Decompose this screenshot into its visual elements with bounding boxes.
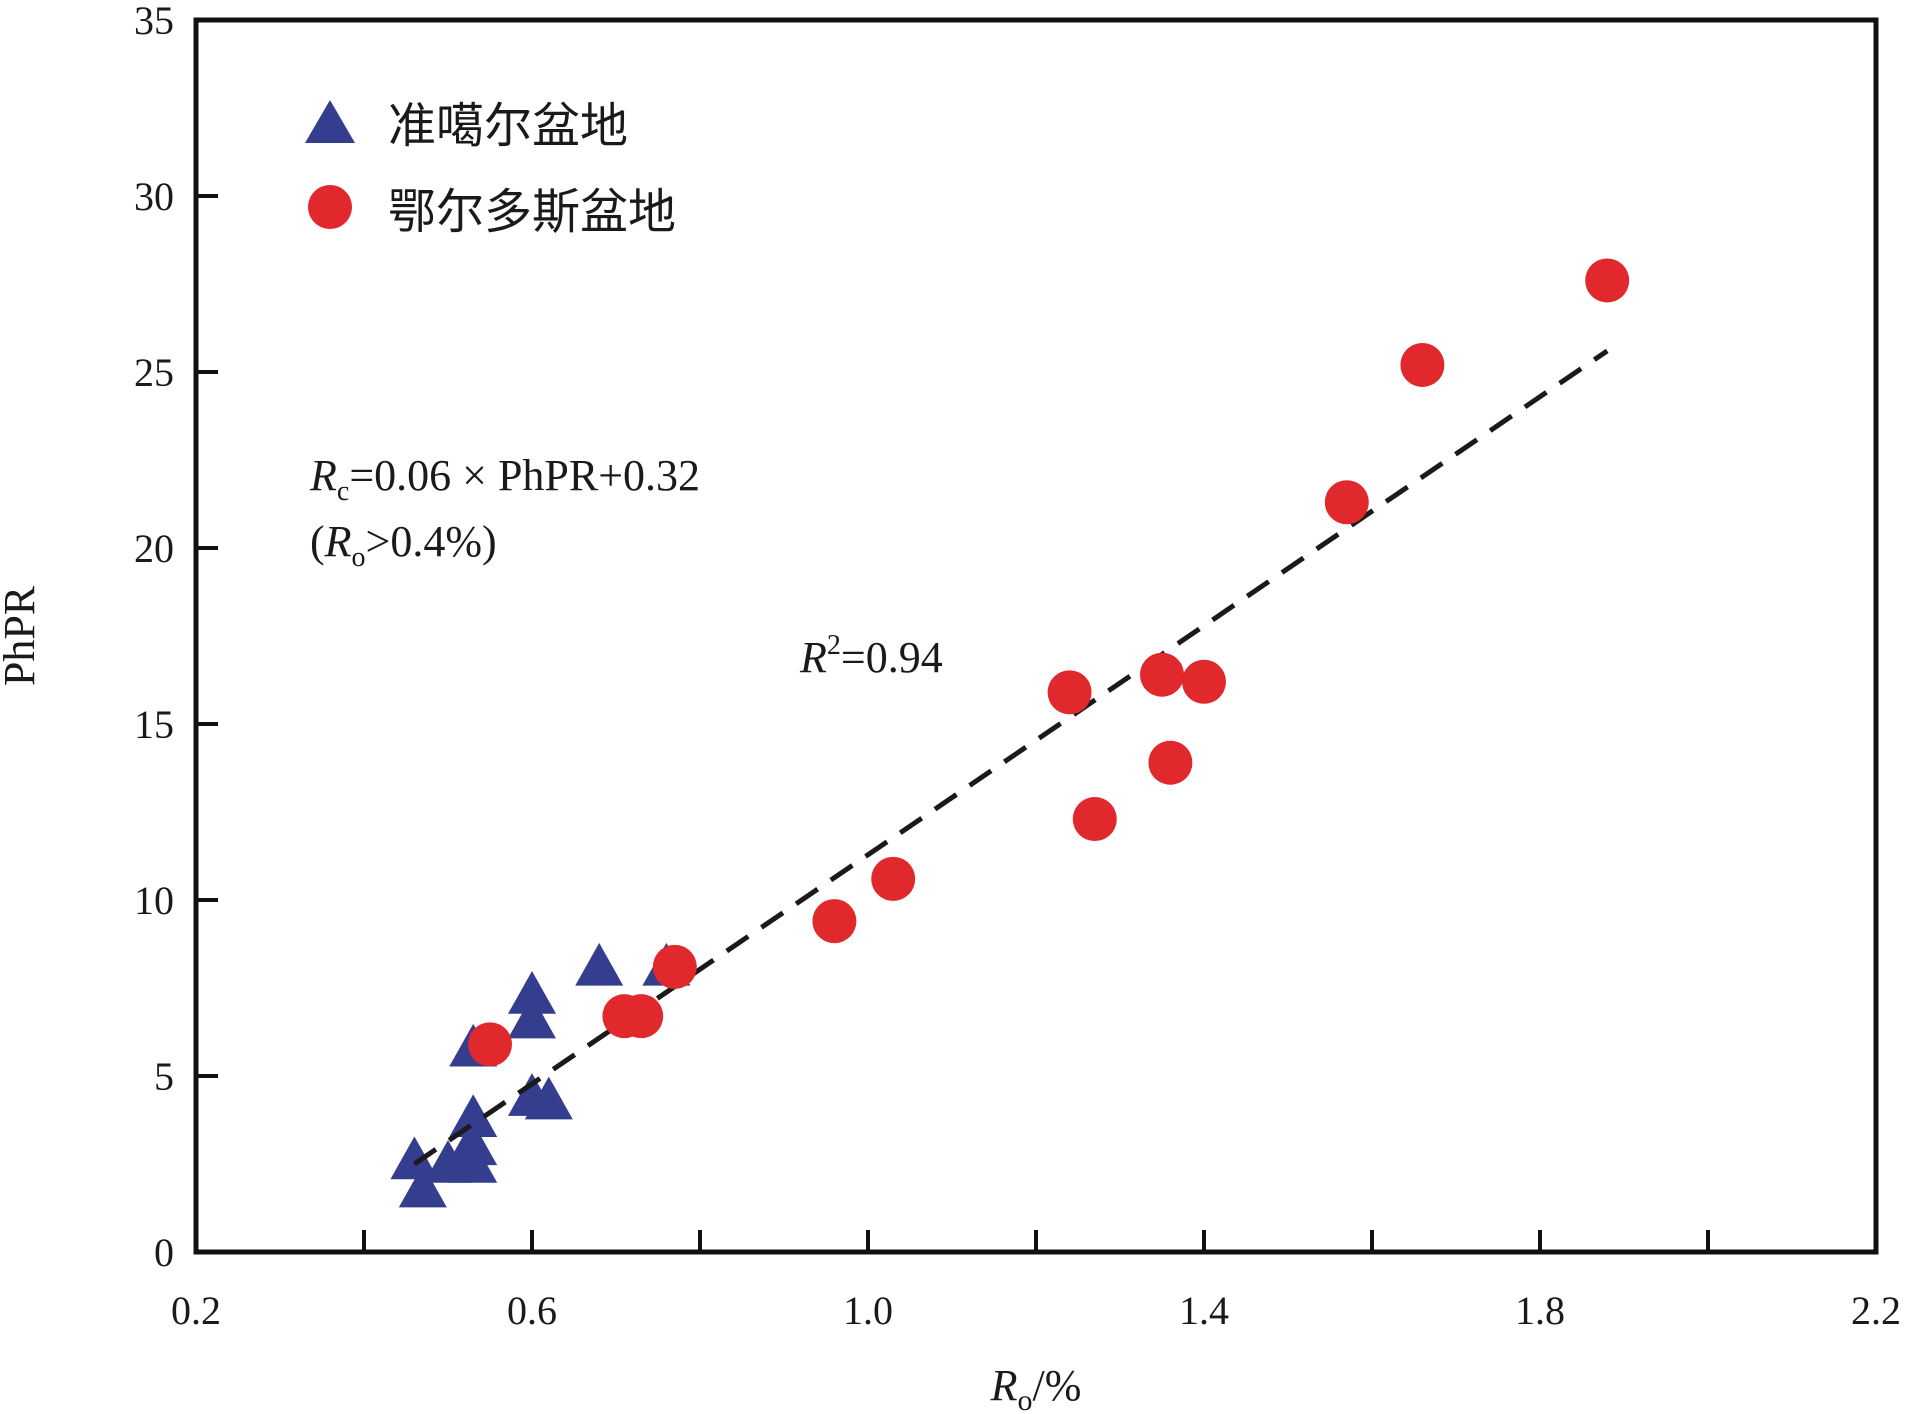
ordos-point [1400, 342, 1445, 387]
ordos-point [619, 994, 664, 1039]
legend-triangle-marker [305, 100, 355, 143]
ordos-point [1072, 797, 1117, 842]
x-tick-label: 2.2 [1851, 1288, 1901, 1333]
y-tick-label: 35 [134, 0, 174, 43]
junggar-point [524, 1076, 573, 1120]
y-axis-label: PhPR [0, 585, 44, 686]
ordos-point [1047, 670, 1092, 715]
junggar-point [390, 1136, 439, 1180]
ordos-point [1140, 652, 1184, 697]
ordos-point [871, 856, 916, 901]
legend-label-ordos: 鄂尔多斯盆地 [388, 184, 676, 240]
legend: 准噶尔盆地 鄂尔多斯盆地 [305, 98, 676, 240]
r-squared-annotation: R2=0.94 [799, 630, 943, 682]
y-tick-label: 5 [154, 1054, 174, 1099]
legend-circle-marker [308, 185, 352, 229]
x-tick-label: 0.2 [171, 1288, 221, 1333]
axes: 0.2 0.6 1.0 1.4 1.8 2.2 0 5 10 15 20 25 30 35 [134, 0, 1901, 1333]
y-tick-label: 20 [134, 526, 174, 571]
junggar-point [449, 1094, 498, 1137]
y-tick-label: 15 [134, 702, 174, 747]
junggar-point [508, 971, 556, 1014]
ordos-point [652, 944, 697, 989]
y-tick-label: 25 [134, 350, 174, 395]
junggar-point [449, 1122, 498, 1166]
ordos-point [812, 899, 857, 944]
y-tick-label: 30 [134, 174, 174, 219]
ordos-point [1585, 258, 1630, 303]
y-tick-label: 10 [134, 878, 174, 923]
trendline [412, 348, 1609, 1167]
equation-annotation: Rc=0.06 × PhPR+0.32 [309, 451, 700, 507]
x-axis-label: Ro/% [990, 1361, 1082, 1414]
ordos-point [1148, 740, 1193, 785]
junggar-point [575, 942, 624, 986]
ordos-point [468, 1022, 512, 1067]
x-tick-label: 1.8 [1515, 1288, 1565, 1333]
x-tick-label: 0.6 [507, 1288, 557, 1333]
condition-annotation: (Ro>0.4%) [310, 517, 497, 573]
junggar-point [508, 995, 556, 1039]
x-tick-label: 1.4 [1179, 1288, 1229, 1333]
ordos-point [1182, 659, 1226, 704]
legend-label-junggar: 准噶尔盆地 [388, 98, 628, 154]
y-tick-label: 0 [154, 1230, 174, 1275]
ordos-point [1324, 480, 1369, 525]
x-tick-label: 1.0 [843, 1288, 893, 1333]
data-marks [390, 258, 1630, 1208]
junggar-point [398, 1164, 447, 1208]
